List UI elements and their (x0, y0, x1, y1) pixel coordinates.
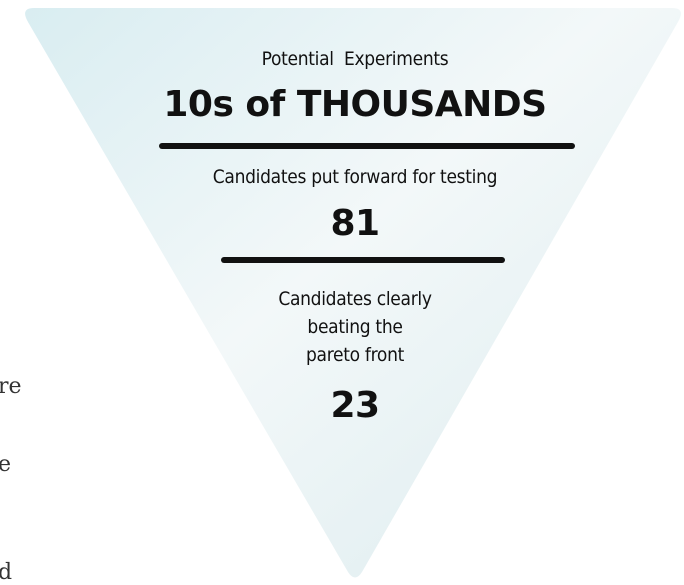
level-label: Potential Experiments (261, 48, 449, 70)
level-value: 10s of THOUSANDS (163, 84, 547, 125)
level-label: pareto front (305, 344, 405, 366)
level-value: 23 (330, 385, 380, 426)
level-label: Candidates put forward for testing (212, 166, 498, 188)
text-fragment: e (0, 452, 12, 477)
level-label: beating the (307, 316, 403, 338)
text-fragment: d (0, 560, 13, 585)
level-label: Candidates clearly (278, 288, 432, 310)
text-fragment: re (0, 374, 22, 399)
level-value: 81 (330, 203, 380, 244)
funnel-triangle (25, 8, 681, 578)
